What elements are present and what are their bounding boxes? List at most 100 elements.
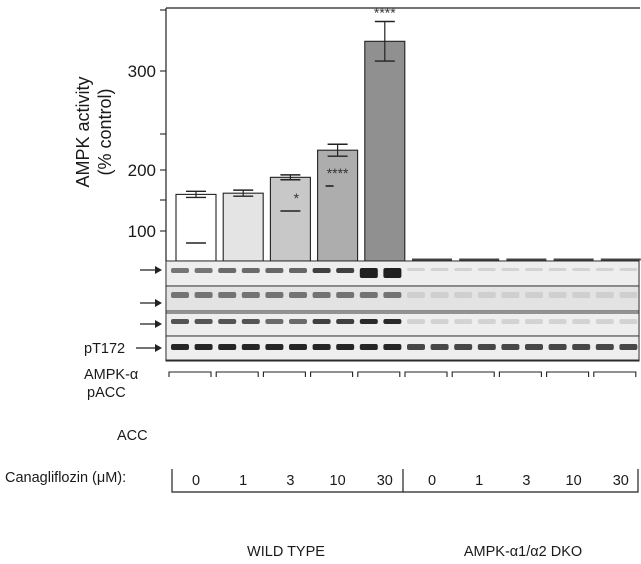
concentration-label: 1	[239, 473, 247, 489]
blot-band	[312, 319, 331, 324]
blot-strip	[165, 260, 640, 287]
blot-label-pacc: pACC	[87, 385, 126, 401]
bar	[364, 40, 406, 262]
arrow-head-icon	[155, 266, 162, 274]
blot-band	[289, 292, 307, 298]
lane-bracket	[593, 371, 637, 377]
blot-band	[619, 344, 638, 350]
y-tick-label: 300	[128, 62, 156, 81]
blot-band	[241, 268, 260, 273]
blot-band	[171, 344, 189, 350]
blot-band	[595, 268, 614, 271]
blot-band	[477, 292, 496, 298]
blot-label-acc: ACC	[117, 428, 148, 444]
significance-label: ****	[327, 165, 349, 181]
blot-band	[407, 319, 425, 324]
significance-label: ****	[374, 5, 396, 21]
blot-band	[572, 292, 591, 298]
blot-band	[595, 319, 614, 324]
blot-band	[477, 344, 496, 350]
concentration-label: 3	[286, 473, 294, 489]
y-tick-label: 100	[128, 222, 156, 241]
group-bracket-dko	[403, 469, 639, 493]
blot-band	[572, 268, 591, 271]
blot-band	[454, 344, 473, 350]
lane-bracket	[404, 371, 448, 377]
concentration-label: 1	[475, 473, 483, 489]
concentration-label: 3	[522, 473, 530, 489]
blot-band	[454, 268, 473, 271]
lane-brackets: 0 1 3 10 30 0 1 3 10 30	[168, 371, 639, 493]
blot-band	[454, 292, 473, 298]
blot-band	[359, 292, 378, 298]
y-axis-label-line2: (% control)	[95, 88, 115, 176]
blot-band	[194, 344, 213, 350]
lane-bracket	[168, 371, 212, 377]
y-axis-label-line1: AMPK activity	[73, 76, 93, 188]
blot-band	[595, 292, 614, 298]
blot-band	[407, 344, 425, 350]
arrow-head-icon	[155, 344, 162, 352]
blot-band	[336, 268, 355, 273]
blot-band	[171, 319, 189, 324]
blot-band	[383, 292, 402, 298]
blot-band	[336, 319, 355, 324]
blot-strip	[165, 285, 640, 312]
blot-band	[477, 268, 496, 271]
blot-band	[265, 319, 284, 324]
blot-band	[218, 292, 237, 298]
blot-band	[171, 292, 189, 298]
group-bracket-wild-type	[171, 469, 404, 493]
blot-band	[336, 344, 355, 350]
concentration-label: 0	[192, 473, 200, 489]
blot-band	[289, 344, 307, 350]
blot-band	[525, 344, 543, 350]
blot-label-pt172: pT172	[84, 341, 126, 357]
bar	[269, 176, 311, 262]
blot-band	[194, 292, 213, 298]
bar	[222, 192, 264, 262]
blot-band	[218, 268, 237, 273]
lane-bracket	[546, 371, 590, 377]
blot-band	[548, 319, 567, 324]
blot-band	[383, 319, 402, 324]
drug-concentration-label: Canagliflozin (μM):	[5, 470, 127, 486]
blot-band	[525, 268, 543, 271]
lane-bracket	[498, 371, 542, 377]
blot-band	[619, 292, 638, 298]
concentration-label: 0	[428, 473, 436, 489]
blot-band	[194, 319, 213, 324]
blot-band	[525, 319, 543, 324]
blot-band	[430, 344, 449, 350]
concentration-label: 10	[330, 473, 346, 489]
blot-band	[171, 268, 189, 273]
y-tick-label: 200	[128, 161, 156, 180]
blot-band	[501, 319, 520, 324]
blot-band	[194, 268, 213, 273]
blot-band	[383, 344, 402, 350]
blot-band	[265, 268, 284, 273]
lane-bracket	[310, 371, 354, 377]
blot-band	[241, 344, 260, 350]
bar	[175, 193, 217, 262]
blot-band	[407, 268, 425, 271]
blot-band	[359, 344, 378, 350]
blot-band	[525, 292, 543, 298]
blot-band	[336, 292, 355, 298]
blot-band	[501, 344, 520, 350]
arrow-head-icon	[155, 299, 162, 307]
blot-band	[265, 292, 284, 298]
lane-bracket	[215, 371, 259, 377]
blot-band	[359, 268, 378, 278]
blot-strip	[165, 312, 640, 337]
arrow-head-icon	[155, 320, 162, 328]
significance-label: *	[294, 190, 300, 206]
concentration-label: 30	[377, 473, 393, 489]
lane-bracket	[262, 371, 306, 377]
blot-band	[359, 319, 378, 324]
blot-band	[218, 319, 237, 324]
lane-bracket	[451, 371, 495, 377]
blot-band	[312, 292, 331, 298]
